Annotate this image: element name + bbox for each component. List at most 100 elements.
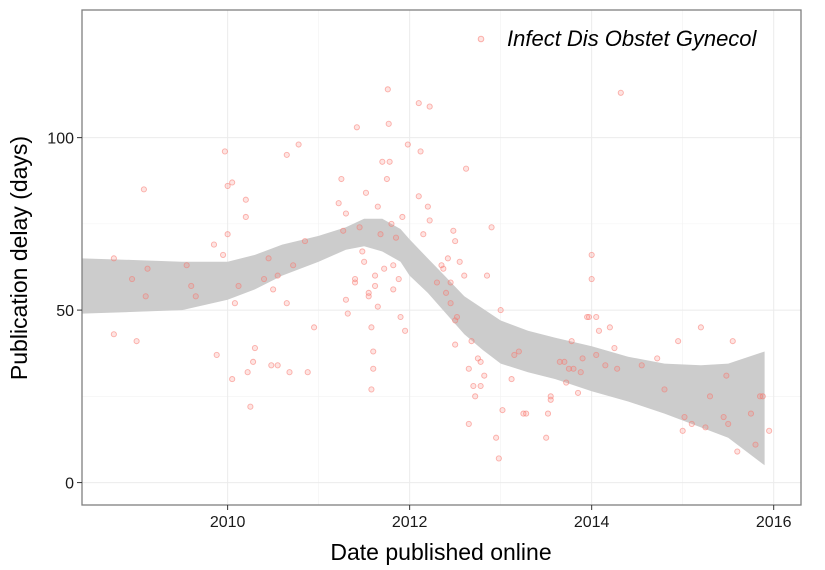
data-point <box>415 100 422 107</box>
data-point <box>110 255 117 262</box>
data-point <box>570 365 577 372</box>
data-point <box>344 310 351 317</box>
data-point <box>399 213 406 221</box>
data-point <box>338 175 345 183</box>
data-point <box>133 338 140 345</box>
legend: Infect Dis Obstet Gynecol <box>477 26 758 51</box>
data-point <box>388 220 395 227</box>
data-point <box>129 276 136 283</box>
legend-label: Infect Dis Obstet Gynecol <box>507 26 758 51</box>
data-point <box>766 427 773 434</box>
data-point <box>444 255 451 262</box>
data-point <box>372 272 379 279</box>
data-point <box>244 369 251 376</box>
data-point <box>579 355 586 362</box>
data-point <box>220 251 227 258</box>
data-point <box>577 369 584 376</box>
data-point <box>679 427 686 434</box>
data-point <box>250 358 257 365</box>
data-point <box>543 434 550 441</box>
data-point <box>365 293 372 300</box>
data-point <box>688 420 695 427</box>
data-point <box>725 420 732 427</box>
legend-key-point <box>477 35 485 43</box>
data-point <box>290 262 297 269</box>
data-point <box>286 369 293 376</box>
data-point <box>368 386 375 393</box>
data-point <box>584 313 591 321</box>
data-point <box>611 344 618 352</box>
data-point <box>140 186 147 193</box>
y-axis-ticks: 0 50 100 <box>47 131 82 493</box>
grid-major <box>82 10 801 505</box>
data-point <box>342 296 349 303</box>
data-point <box>210 241 218 248</box>
data-point <box>508 376 515 383</box>
data-point <box>251 344 258 352</box>
data-point <box>447 279 454 286</box>
data-point <box>342 210 349 217</box>
data-point <box>268 362 275 369</box>
data-point <box>283 151 290 158</box>
data-point <box>335 200 342 207</box>
x-tick-label: 2010 <box>210 514 246 531</box>
data-point <box>747 410 754 417</box>
data-point <box>602 362 609 369</box>
data-point <box>390 262 397 269</box>
panel-background <box>82 10 801 505</box>
data-point <box>295 141 302 148</box>
x-axis-ticks: 2010 2012 2014 2016 <box>210 505 792 531</box>
data-point <box>110 331 117 338</box>
data-point <box>374 303 381 310</box>
data-point <box>242 213 249 221</box>
data-point <box>274 362 281 369</box>
data-point <box>265 255 272 262</box>
data-point <box>311 324 318 331</box>
data-point <box>465 420 472 427</box>
data-point <box>574 389 582 396</box>
data-point <box>483 272 491 279</box>
data-point <box>397 313 404 321</box>
data-point <box>192 293 199 300</box>
data-point <box>511 351 518 358</box>
data-point <box>595 327 603 334</box>
data-point <box>617 89 624 96</box>
data-point <box>547 393 554 400</box>
data-point <box>304 369 311 376</box>
data-point <box>588 251 595 258</box>
data-point <box>614 365 621 372</box>
data-point <box>392 234 400 241</box>
data-point <box>493 434 500 441</box>
data-point <box>720 413 727 421</box>
data-point <box>452 341 459 348</box>
x-tick-label: 2014 <box>574 514 610 531</box>
x-axis-title: Date published online <box>330 539 551 565</box>
data-point <box>488 224 495 231</box>
data-point <box>593 351 600 358</box>
y-tick-label: 50 <box>56 303 74 320</box>
data-point <box>270 286 277 293</box>
data-point <box>585 313 592 321</box>
data-point <box>759 393 766 400</box>
data-point <box>386 158 393 165</box>
data-point <box>593 313 600 321</box>
data-point <box>588 276 595 283</box>
data-point <box>450 227 457 234</box>
data-point <box>654 355 661 362</box>
data-point <box>465 365 472 372</box>
data-point <box>283 300 290 307</box>
data-point <box>481 372 488 379</box>
data-point <box>353 124 360 131</box>
data-point <box>242 196 249 203</box>
data-point <box>456 258 463 265</box>
data-point <box>561 358 568 365</box>
data-point <box>229 376 236 383</box>
data-point <box>361 258 368 265</box>
data-point <box>697 324 704 331</box>
data-point <box>426 103 433 110</box>
grid-minor <box>82 10 801 505</box>
data-point <box>515 348 522 355</box>
data-point <box>351 279 359 286</box>
x-tick-label: 2012 <box>392 514 428 531</box>
